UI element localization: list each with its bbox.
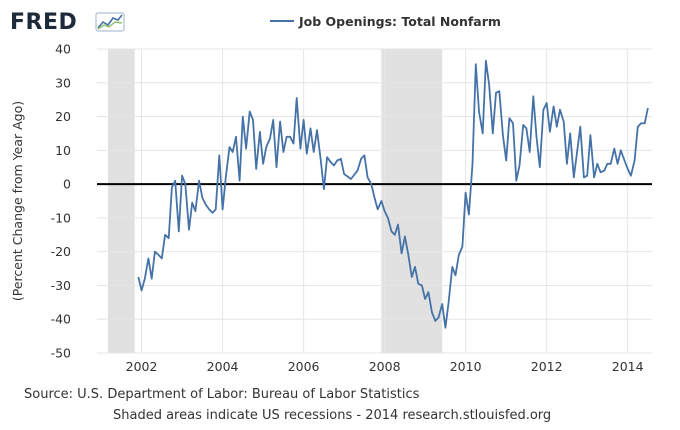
y-tick-label: -10	[51, 210, 71, 225]
series-line	[137, 59, 649, 329]
x-tick-label: 2008	[369, 359, 401, 374]
grid-lines	[97, 48, 652, 354]
recession-bands	[107, 49, 443, 353]
x-tick-label: 2002	[126, 359, 158, 374]
y-tick-label: -30	[51, 278, 71, 293]
x-tick-label: 2004	[207, 359, 239, 374]
y-tick-label: 40	[55, 42, 71, 57]
x-tick-label: 2012	[531, 359, 563, 374]
y-axis-ticks: -50 -40 -30 -20 -10 0 10 20 30 40	[51, 42, 71, 361]
source-note: Source: U.S. Department of Labor: Bureau…	[24, 387, 420, 402]
fred-logo[interactable]: FRED	[10, 10, 125, 35]
y-tick-label: -40	[51, 312, 71, 327]
fred-logo-chart-icon	[95, 12, 125, 32]
series-lines	[137, 59, 649, 329]
x-tick-label: 2006	[288, 359, 320, 374]
x-tick-label: 2010	[450, 359, 482, 374]
x-axis-ticks: 2002 2004 2006 2008 2010 2012 2014	[126, 359, 644, 374]
legend-label: Job Openings: Total Nonfarm	[298, 14, 501, 29]
y-tick-label: -50	[51, 346, 71, 361]
y-tick-label: 10	[55, 143, 71, 158]
y-tick-label: 20	[55, 109, 71, 124]
recession-band	[381, 49, 443, 353]
x-tick-label: 2014	[612, 359, 644, 374]
y-axis-label: (Percent Change from Year Ago)	[10, 101, 25, 301]
recession-note: Shaded areas indicate US recessions - 20…	[113, 408, 551, 423]
recession-band	[107, 49, 135, 353]
fred-logo-text: FRED	[10, 10, 77, 35]
legend[interactable]: Job Openings: Total Nonfarm	[270, 14, 501, 29]
y-tick-label: 0	[63, 177, 71, 192]
y-tick-label: -20	[51, 244, 71, 259]
y-tick-label: 30	[55, 75, 71, 90]
